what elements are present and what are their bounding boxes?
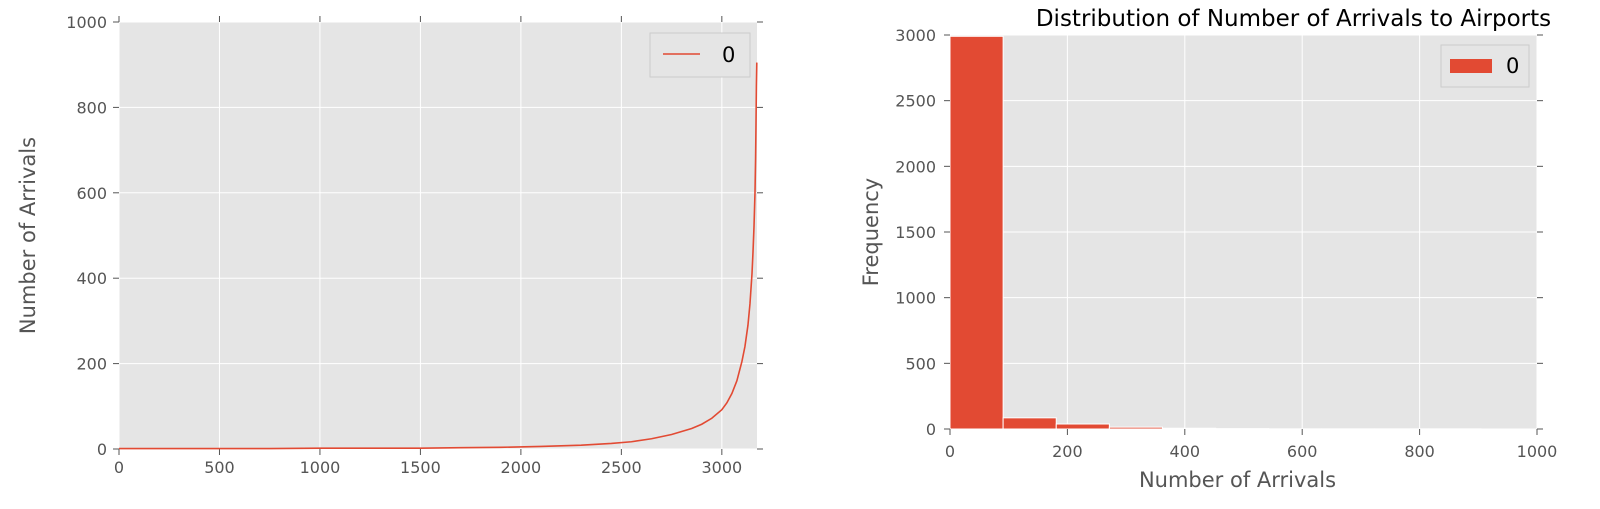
histogram-bar [1108, 426, 1163, 430]
y-tick-label: 0 [97, 440, 107, 459]
x-axis-label: Number of Arrivals [1139, 468, 1336, 492]
grid-lines [118, 21, 757, 450]
tick-labels: 0 200 400 600 800 1000 0 500 1000 1500 2000 2500 300… [895, 26, 1557, 461]
y-tick-label: 0 [926, 420, 936, 439]
histogram-bar [949, 35, 1004, 430]
legend: 0 [1440, 44, 1530, 88]
y-axis-label: Frequency [859, 178, 883, 287]
x-tick-label: 1500 [400, 458, 441, 477]
legend-bar-swatch [1450, 59, 1492, 73]
x-tick-label: 200 [1052, 442, 1083, 461]
x-tick-label: 1000 [1517, 442, 1558, 461]
x-tick-label: 1000 [300, 458, 341, 477]
tick-labels: 0 500 1000 1500 2000 2500 3000 0 200 400 600 800 100… [66, 13, 742, 477]
axis-ticks [113, 16, 763, 455]
x-tick-label: 0 [945, 442, 955, 461]
y-axis-label: Number of Arrivals [16, 137, 40, 334]
plot-area [119, 22, 757, 449]
x-tick-label: 0 [114, 458, 124, 477]
y-tick-label: 1000 [66, 13, 107, 32]
x-tick-label: 3000 [701, 458, 742, 477]
histogram-bars [949, 35, 1482, 430]
histogram-bar [1161, 427, 1217, 430]
x-tick-label: 2000 [501, 458, 542, 477]
series-line-0 [119, 62, 758, 450]
y-tick-label: 500 [905, 354, 936, 373]
histogram-bar [1055, 423, 1110, 430]
x-tick-label: 400 [1170, 442, 1201, 461]
x-tick-label: 500 [204, 458, 235, 477]
axis-ticks [944, 34, 1543, 435]
legend-entry: 0 [1506, 54, 1519, 78]
y-tick-label: 400 [76, 269, 107, 288]
y-tick-label: 600 [76, 184, 107, 203]
y-tick-label: 2500 [895, 92, 936, 111]
y-tick-label: 800 [76, 98, 107, 117]
histogram-chart: Distribution of Number of Arrivals to Ai… [859, 6, 1557, 492]
line-chart: 0 500 1000 1500 2000 2500 3000 0 200 400 600 800 100… [16, 13, 763, 477]
legend: 0 [649, 32, 751, 78]
y-tick-label: 3000 [895, 26, 936, 45]
legend-box [649, 32, 751, 78]
histogram-bar [1002, 417, 1057, 430]
chart-title: Distribution of Number of Arrivals to Ai… [1036, 6, 1551, 32]
y-tick-label: 2000 [895, 157, 936, 176]
legend-entry: 0 [722, 43, 735, 67]
y-tick-label: 200 [76, 355, 107, 374]
y-tick-label: 1000 [895, 289, 936, 308]
y-tick-label: 1500 [895, 223, 936, 242]
x-tick-label: 600 [1287, 442, 1318, 461]
x-tick-label: 2500 [601, 458, 642, 477]
x-tick-label: 800 [1404, 442, 1435, 461]
